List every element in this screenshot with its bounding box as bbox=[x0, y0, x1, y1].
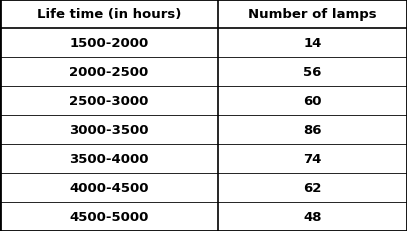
Text: 56: 56 bbox=[303, 66, 322, 79]
Text: 86: 86 bbox=[303, 123, 322, 137]
Text: 2500-3000: 2500-3000 bbox=[69, 94, 149, 108]
Text: 3000-3500: 3000-3500 bbox=[69, 123, 149, 137]
Text: 62: 62 bbox=[303, 181, 322, 194]
Text: Number of lamps: Number of lamps bbox=[248, 8, 377, 21]
Text: 14: 14 bbox=[303, 37, 322, 50]
Text: 74: 74 bbox=[303, 152, 322, 165]
Text: 3500-4000: 3500-4000 bbox=[69, 152, 149, 165]
Text: 4000-4500: 4000-4500 bbox=[69, 181, 149, 194]
Text: 60: 60 bbox=[303, 94, 322, 108]
Text: 48: 48 bbox=[303, 210, 322, 223]
Text: 2000-2500: 2000-2500 bbox=[69, 66, 149, 79]
Text: 4500-5000: 4500-5000 bbox=[69, 210, 149, 223]
Text: Life time (in hours): Life time (in hours) bbox=[37, 8, 181, 21]
Text: 1500-2000: 1500-2000 bbox=[69, 37, 149, 50]
